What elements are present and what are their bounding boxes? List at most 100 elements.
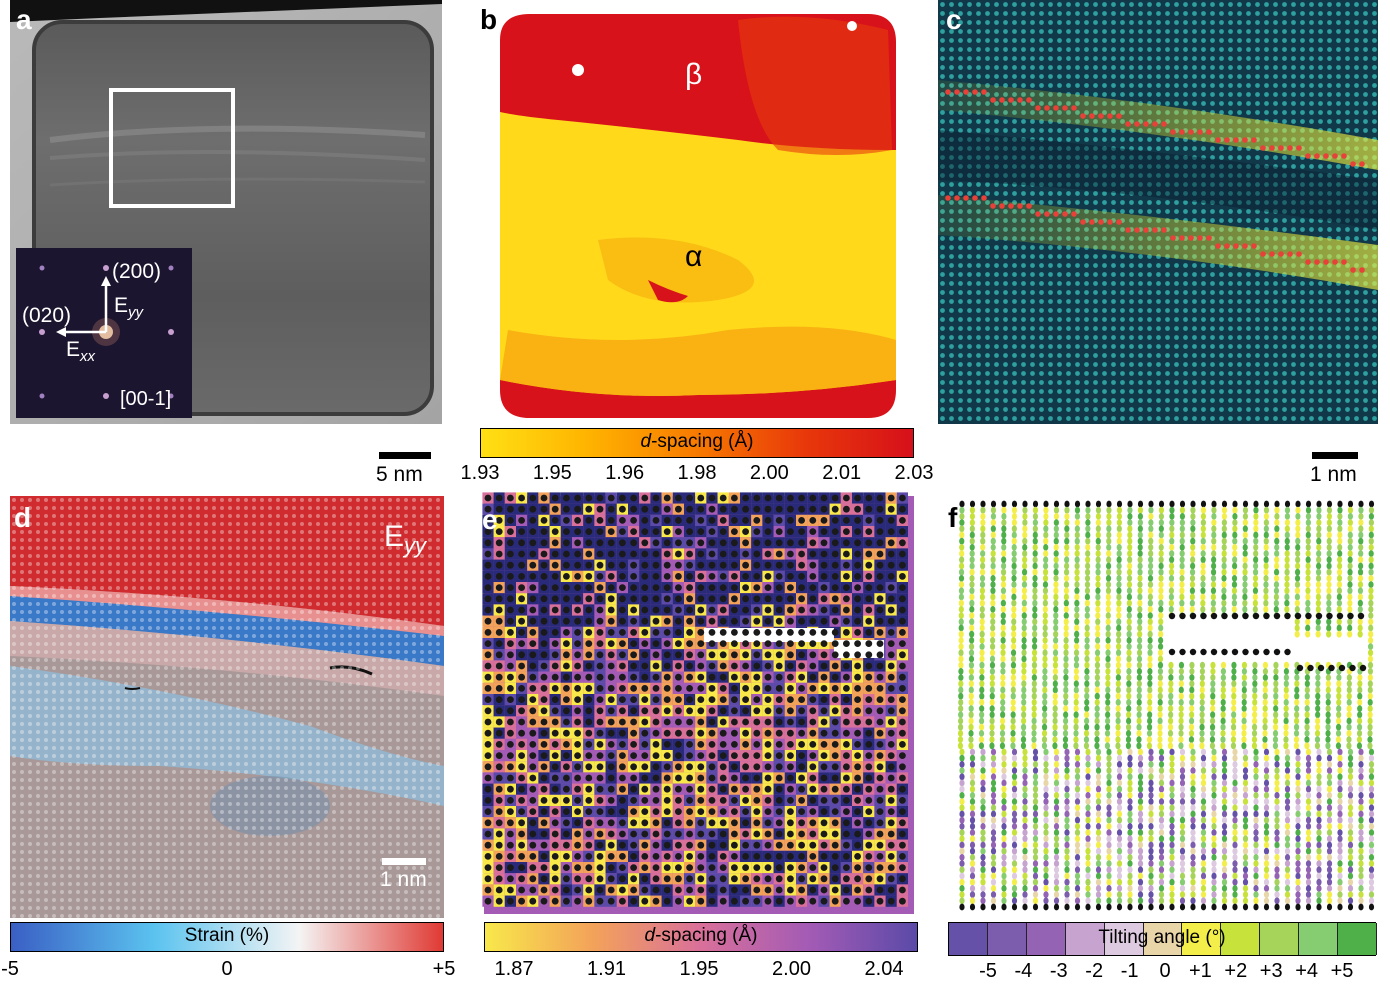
tilt-atom [1211,519,1217,526]
panel-b-dspacing-map: β α b [478,0,918,424]
atom-marker [1332,259,1338,265]
tilt-atom [1284,872,1291,880]
tilt-atom [1221,823,1228,830]
tilt-atom [1042,568,1049,576]
tilt-atom [1253,779,1259,787]
tilt-atom [1032,767,1039,774]
atom-dot [641,785,649,793]
atom-dot [484,819,492,827]
atom-dot [686,573,693,580]
tilt-atom [969,823,976,830]
tilt-atom [1190,885,1196,892]
atom-dot [607,685,615,692]
atom-dot [518,640,525,647]
tilt-atom [1022,841,1028,849]
tilt-atom [1053,550,1059,557]
atom-dot [719,830,727,838]
tilt-atom [1253,500,1259,508]
tilt-atom [1053,519,1059,526]
tilt-atom [1022,531,1028,539]
atom-dot [585,673,593,681]
tilt-atom [1106,562,1112,570]
atom-dot [854,785,861,793]
atom-dot [596,718,604,726]
tilt-atom [1127,562,1133,570]
tilt-atom [1022,847,1028,855]
atom-dot [764,550,772,558]
atom-marker [1170,129,1176,135]
atom-dot [484,707,492,715]
atom-dot [753,808,761,815]
tilt-atom [1148,544,1154,551]
tilt-atom [1136,692,1142,700]
tilt-atom [968,680,974,688]
atom-dot [876,797,884,804]
atom-dot [697,841,705,849]
atom-dot [787,853,794,860]
tilt-atom [1242,860,1249,867]
tilt-atom [1284,525,1290,533]
atom-dot [697,763,705,771]
atom-dot [540,517,548,524]
atom-dot [775,752,783,759]
tilt-atom [1147,705,1153,712]
tilt-atom [1169,872,1175,880]
atom-dot [775,763,783,771]
tilt-atom [1137,823,1144,830]
region-of-interest-box [109,88,235,208]
tilt-atom [1263,903,1270,911]
atom-dot [551,696,559,703]
tilt-atom [990,792,997,799]
tilt-atom [1084,593,1090,601]
atom-dot [876,517,884,524]
tilt-atom [1263,878,1270,886]
tilt-atom [1283,699,1289,706]
tilt-atom [979,643,985,650]
tilt-atom [1127,754,1133,762]
tilt-atom [1105,581,1112,588]
atom-dot [764,673,772,681]
tilt-atom [1053,513,1060,520]
tilt-atom [1241,699,1247,706]
atom-dot [607,617,615,625]
atom-dot [507,584,514,591]
tilt-atom [959,779,965,787]
tilt-atom [1011,810,1018,818]
tilt-atom [1274,841,1280,849]
atom-dot [843,505,850,513]
atom-dot [663,573,671,580]
atom-dot [551,897,559,905]
atom-dot [484,808,492,815]
tilt-atom [1147,717,1153,725]
atom-dot [563,763,570,771]
atom-dot [865,853,873,860]
tilt-atom [1137,773,1144,781]
atom-dot [843,595,850,603]
atom-dot [798,819,805,827]
atom-marker [1098,113,1104,119]
tilt-atom [1221,537,1227,545]
atom-dot [697,617,705,625]
atom-dot [865,729,873,737]
tilt-atom [1274,810,1280,818]
tilt-atom [1001,773,1007,781]
atom-dot [731,729,738,737]
tilt-atom [1221,748,1228,756]
tilt-atom [1064,748,1070,756]
atom-dot [529,584,537,591]
tilt-atom [1084,674,1090,681]
tilt-atom [1199,736,1205,743]
tilt-atom [1169,804,1175,812]
tilt-atom [1220,661,1227,669]
atom-dot [607,785,615,793]
atom-dot [697,875,705,883]
tilt-atom [1000,593,1006,601]
atom-dot [630,673,637,681]
atom-marker [990,203,996,209]
tilt-atom [1053,544,1059,551]
atom-dot [753,629,761,636]
tilt-atom [1273,575,1280,582]
tilt-atom [968,742,974,750]
atom-dot [775,830,783,838]
tilt-atom [969,754,976,762]
